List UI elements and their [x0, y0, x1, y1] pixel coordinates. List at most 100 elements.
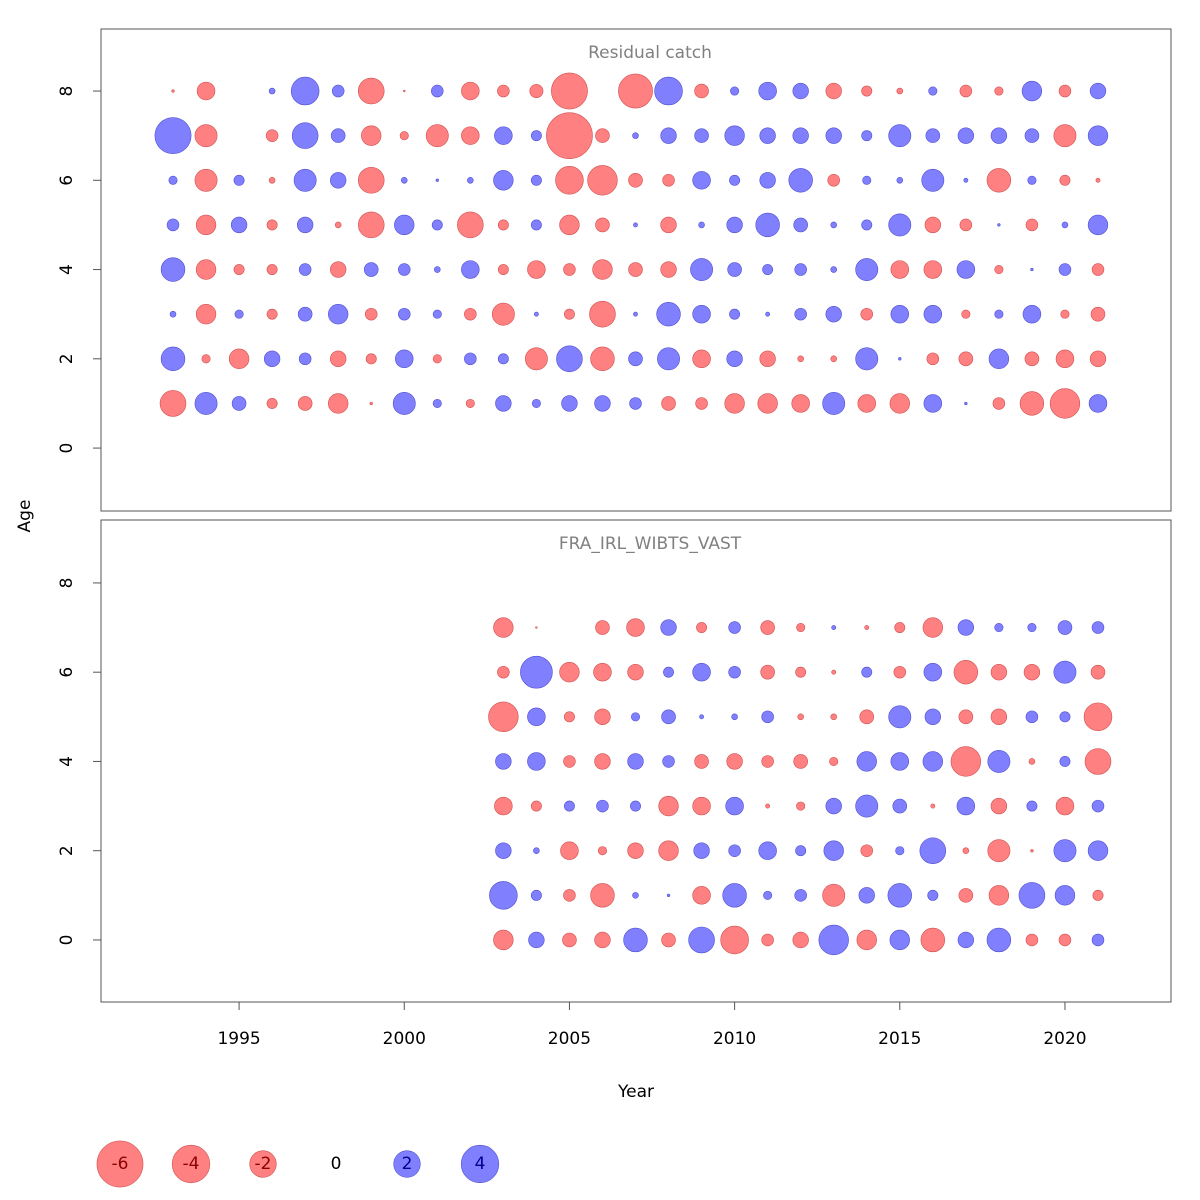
bubble — [1058, 263, 1072, 276]
bubble — [1059, 711, 1071, 723]
bubble — [961, 309, 971, 319]
bubble — [266, 397, 278, 409]
bubble — [889, 929, 910, 951]
bubble — [992, 397, 1006, 410]
bubble — [1024, 351, 1040, 367]
bubble — [924, 708, 941, 725]
bubble — [527, 752, 546, 771]
bubble — [527, 707, 546, 727]
bubble — [830, 355, 837, 363]
bubble — [761, 710, 774, 724]
bubble — [660, 261, 677, 278]
bubble — [399, 131, 409, 141]
bubble — [762, 264, 774, 276]
bubble — [726, 350, 743, 367]
bubble — [1053, 124, 1077, 148]
bubble — [495, 753, 512, 770]
bubble — [1091, 799, 1105, 813]
bubble — [195, 304, 217, 325]
bubble — [233, 264, 245, 276]
bubble — [231, 396, 247, 411]
y-tick-label: 8 — [57, 578, 77, 589]
y-axis-label: Age — [15, 500, 35, 533]
bubble — [531, 398, 541, 408]
bubble — [530, 130, 542, 142]
bubble — [757, 393, 778, 414]
bubble — [1053, 660, 1077, 684]
bubble — [228, 348, 250, 369]
bubble — [831, 669, 837, 675]
bubble — [858, 887, 875, 904]
bubble — [595, 128, 610, 143]
bubble — [594, 753, 611, 770]
bubble — [797, 355, 804, 363]
bubble — [1025, 710, 1039, 724]
bubble — [196, 81, 216, 101]
bubble — [988, 348, 1010, 369]
y-tick-label: 2 — [57, 353, 77, 364]
bubble — [556, 345, 583, 373]
bubble — [1089, 350, 1107, 367]
bubble — [527, 260, 546, 279]
bubble — [855, 258, 879, 281]
bubble — [758, 841, 777, 860]
bubble — [830, 713, 837, 721]
bubble — [990, 127, 1008, 144]
bubble — [822, 883, 846, 907]
bubble — [898, 357, 902, 361]
bubble — [759, 172, 776, 189]
bubble — [860, 844, 873, 857]
bubble — [268, 177, 276, 184]
bubble — [395, 349, 414, 369]
bubble — [559, 214, 580, 236]
bubble — [888, 705, 912, 729]
legend-bubble — [171, 1144, 211, 1184]
bubble — [923, 394, 943, 413]
bubble — [727, 262, 742, 277]
bubble — [1030, 267, 1034, 272]
bubble — [919, 837, 947, 864]
bubble — [1057, 620, 1073, 635]
bubble — [825, 306, 842, 323]
bubble — [467, 177, 474, 184]
bubble — [1059, 174, 1071, 186]
bubble — [627, 842, 644, 859]
bubble — [990, 708, 1008, 725]
y-tick-label: 4 — [57, 264, 77, 275]
bubble — [791, 394, 810, 413]
bubble — [861, 85, 873, 97]
bubble — [765, 803, 771, 809]
bubble — [464, 352, 477, 366]
bubble — [860, 307, 873, 321]
bubble — [825, 82, 842, 100]
y-tick-label: 6 — [57, 667, 77, 678]
x-tick-label: 2020 — [1043, 1029, 1086, 1049]
bubble — [497, 84, 510, 98]
bubble — [694, 83, 709, 99]
bubble — [694, 128, 709, 143]
bubble — [855, 347, 879, 371]
bubble — [692, 304, 711, 324]
bubble — [497, 665, 510, 679]
bubble — [520, 655, 553, 689]
bubble — [1024, 128, 1040, 143]
bubble — [627, 753, 644, 770]
bubble — [792, 931, 809, 949]
bubble — [628, 262, 643, 277]
legend-label: 0 — [331, 1154, 342, 1174]
bubble — [524, 347, 548, 371]
bubble — [297, 306, 313, 322]
bubble — [334, 221, 342, 229]
bubble — [1087, 125, 1109, 146]
bubble — [488, 701, 519, 732]
bubble — [792, 82, 809, 100]
bubble — [1028, 758, 1036, 765]
bubble — [1087, 214, 1109, 236]
bubble — [864, 625, 870, 630]
bubble — [792, 127, 809, 144]
bubble — [1060, 309, 1070, 319]
bubble — [695, 397, 708, 410]
bubble — [657, 347, 680, 371]
bubble — [662, 174, 675, 187]
bubble — [628, 173, 643, 188]
